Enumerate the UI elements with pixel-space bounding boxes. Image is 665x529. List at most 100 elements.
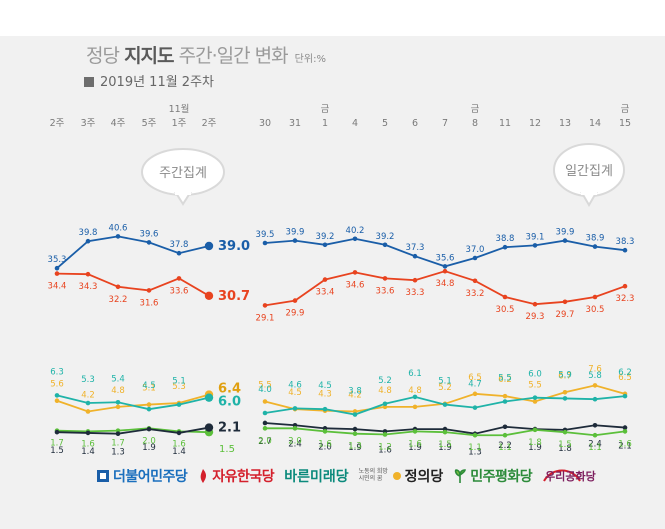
- data-label: 39.0: [218, 239, 250, 254]
- data-point: [204, 241, 214, 251]
- data-label: 35.3: [48, 255, 67, 265]
- data-label: 2.0: [258, 436, 272, 446]
- data-label: 1.7: [50, 439, 64, 449]
- data-point: [176, 276, 182, 281]
- data-label: 6.4: [218, 382, 241, 397]
- data-label: 35.6: [436, 253, 455, 263]
- data-label: 6.3: [50, 367, 64, 377]
- data-point: [262, 410, 268, 416]
- data-label: 1.9: [438, 443, 452, 453]
- data-label: 4.8: [111, 386, 125, 396]
- data-point: [146, 288, 152, 293]
- data-label: 29.3: [526, 312, 545, 322]
- data-label: 39.2: [376, 232, 395, 242]
- data-point: [502, 393, 508, 399]
- data-label: 30.5: [586, 305, 605, 315]
- data-point: [592, 422, 598, 428]
- data-point: [322, 277, 328, 282]
- daily-bubble-label: 일간집계: [565, 164, 613, 179]
- data-label: 40.6: [109, 223, 128, 233]
- data-label: 1.1: [468, 443, 482, 453]
- data-point: [502, 432, 508, 438]
- data-point: [322, 429, 328, 434]
- data-label: 1.5: [219, 444, 235, 455]
- data-label: 6.2: [618, 368, 632, 378]
- data-point: [352, 236, 358, 242]
- weekday-marker-label: 금: [471, 104, 480, 115]
- data-point: [176, 250, 182, 256]
- weekday-marker-label: 금: [621, 104, 630, 115]
- data-label: 4.5: [142, 381, 156, 391]
- data-label: 1.6: [318, 439, 332, 449]
- x-tick-label: 7: [442, 118, 448, 129]
- data-label: 32.2: [109, 295, 128, 305]
- data-point: [622, 247, 628, 253]
- data-point: [352, 426, 358, 432]
- data-label: 39.5: [256, 230, 275, 240]
- justice-logo-icon: [392, 472, 401, 480]
- title-suffix: 주간·일간 변화: [178, 45, 289, 67]
- data-point: [352, 412, 358, 417]
- data-label: 39.1: [526, 232, 545, 242]
- data-label: 34.6: [346, 280, 365, 290]
- data-point: [562, 238, 568, 243]
- data-label: 1.6: [81, 439, 95, 449]
- x-tick-label: 6: [412, 118, 418, 129]
- data-point: [382, 432, 388, 437]
- data-point: [592, 244, 598, 249]
- data-point: [592, 294, 598, 300]
- data-point: [85, 409, 91, 414]
- x-tick-label: 2주: [202, 118, 217, 129]
- data-label: 1.9: [142, 443, 156, 453]
- data-label: 5.8: [588, 371, 602, 381]
- data-point: [412, 394, 418, 400]
- x-tick-label: 30: [259, 118, 271, 129]
- x-tick-label: 12: [529, 118, 541, 129]
- data-label: 2.4: [588, 439, 602, 449]
- data-point: [146, 402, 152, 407]
- data-point: [85, 430, 91, 436]
- data-label: 5.5: [498, 374, 512, 384]
- data-label: 1.3: [348, 442, 362, 452]
- data-label: 30.7: [218, 289, 250, 304]
- data-label: 40.2: [346, 226, 365, 236]
- chart-title: 정당 지지도 주간·일간 변화 단위:%: [86, 41, 326, 68]
- series-line: [56, 394, 210, 411]
- data-point: [622, 429, 628, 434]
- data-label: 5.5: [258, 381, 272, 391]
- data-point: [562, 396, 568, 401]
- data-point: [592, 383, 598, 388]
- legend-label: 바른미래당: [284, 468, 349, 484]
- data-label: 1.6: [408, 439, 422, 449]
- data-point: [352, 431, 358, 437]
- chart-layer: 2주 3주 4주 5주 1주 2주 11월 35.3 39.8 40.6 39.6 37.8 39.0 3…: [48, 103, 635, 458]
- data-label: 37.0: [466, 245, 485, 255]
- data-label: 1.1: [498, 443, 512, 453]
- data-label: 1.3: [111, 448, 125, 458]
- data-label: 4.8: [378, 386, 392, 396]
- data-label: 1.4: [172, 447, 186, 457]
- data-label: 2.7: [258, 437, 272, 447]
- data-point: [502, 424, 508, 430]
- data-label: 5.1: [172, 377, 186, 387]
- x-tick-label: 3주: [81, 118, 96, 129]
- data-label: 5.1: [438, 377, 452, 387]
- daily-bubble: 일간집계: [553, 143, 625, 207]
- legend-label: 민주평화당: [470, 468, 533, 484]
- data-label: 1.4: [81, 447, 95, 457]
- data-label: 31.6: [140, 298, 159, 308]
- data-label: 4.0: [258, 385, 272, 395]
- data-point: [204, 423, 214, 432]
- top-band: [0, 0, 665, 36]
- title-prefix: 정당: [86, 45, 120, 67]
- data-point: [532, 243, 538, 248]
- data-point: [85, 271, 91, 277]
- data-point: [622, 425, 628, 430]
- data-point: [412, 253, 418, 259]
- x-tick-label: 14: [589, 118, 601, 129]
- data-point: [146, 406, 152, 412]
- data-point: [115, 284, 121, 290]
- dem-logo-icon: [97, 470, 109, 482]
- legend-label: 더불어민주당: [113, 468, 188, 484]
- data-point: [382, 276, 388, 281]
